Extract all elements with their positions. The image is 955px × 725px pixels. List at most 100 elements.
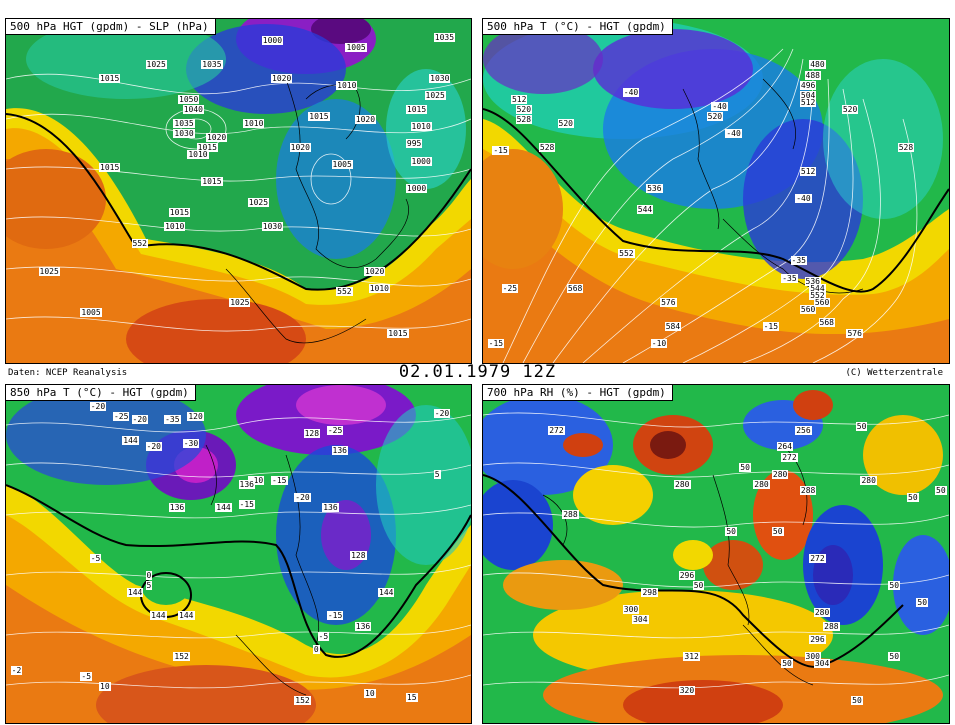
contour-label: 144 — [122, 435, 139, 445]
contour-label: 520 — [841, 105, 859, 114]
contour-label: 144 — [178, 611, 195, 621]
contour-label: 1010 — [336, 80, 358, 90]
contour-label: 560 — [799, 304, 817, 314]
contour-label: 1000 — [405, 184, 428, 194]
contour-label: 1020 — [289, 142, 311, 152]
contour-label: -40 — [795, 194, 812, 204]
contour-label: 1005 — [331, 160, 353, 170]
contour-label: 272 — [781, 452, 798, 462]
contour-label: 280 — [753, 479, 770, 489]
panel-700hpa-rh: 700 hPa RH (%) - HGT (gpdm) 256 50 272 264 2… — [482, 384, 950, 724]
contour-label: -2 — [10, 665, 23, 675]
contour-label: 152 — [173, 652, 190, 662]
contour-label: 1040 — [182, 105, 204, 114]
contour-label: 1020 — [364, 266, 386, 276]
contour-label: 50 — [916, 597, 929, 607]
contour-label: 272 — [548, 425, 565, 435]
contour-label: 50 — [781, 658, 793, 668]
contour-label: -5 — [317, 631, 330, 641]
contour-label: -25 — [501, 283, 519, 293]
contour-label: -20 — [145, 442, 162, 452]
contour-label: 568 — [566, 283, 584, 293]
contour-label: 288 — [823, 621, 840, 631]
contour-label: 50 — [907, 493, 919, 503]
contour-label: 1030 — [173, 129, 195, 139]
contour-label: 50 — [725, 526, 737, 536]
contour-label: 136 — [354, 621, 372, 631]
contour-label: -20 — [89, 401, 107, 411]
contour-label: 280 — [813, 608, 831, 618]
contour-label: -35 — [781, 273, 798, 283]
contour-label: 1015 — [99, 163, 121, 173]
contour-label: 1020 — [354, 115, 377, 125]
date-time-title: 02.01.1979 12Z — [398, 362, 557, 382]
contour-label: 1035 — [433, 32, 456, 42]
contour-label: 296 — [809, 635, 826, 645]
contour-label: 298 — [641, 587, 658, 597]
contour-label: 136 — [238, 479, 255, 489]
contour-label: -10 — [247, 476, 265, 486]
contour-label: 995 — [405, 139, 423, 149]
contour-label: 1000 — [410, 156, 432, 166]
contour-label: 1030 — [261, 221, 284, 231]
contour-label: -10 — [650, 338, 668, 348]
contour-label: 1000 — [261, 36, 284, 46]
contour-label: 300 — [804, 652, 821, 662]
contour-label: -15 — [326, 611, 344, 621]
contour-label: 1015 — [99, 74, 121, 84]
contour-label: 520 — [557, 118, 574, 128]
contour-label: 128 — [350, 550, 367, 560]
contour-label: 128 — [303, 428, 321, 438]
contour-label: 50 — [739, 462, 751, 472]
contour-label: 144 — [150, 611, 167, 621]
contour-label: 1050 — [178, 94, 200, 104]
contour-label: 528 — [515, 115, 533, 125]
contour-label: 50 — [935, 486, 947, 496]
contour-label: 50 — [855, 422, 868, 432]
contour-label: 136 — [331, 445, 348, 455]
contour-label: -30 — [182, 439, 200, 449]
contour-label: 136 — [168, 503, 186, 513]
panel-title: 700 hPa RH (%) - HGT (gpdm) — [483, 385, 673, 401]
contour-label: -15 — [238, 499, 255, 509]
contour-label: 536 — [804, 277, 821, 286]
contour-label: -5 — [80, 672, 93, 682]
contour-label: 520 — [706, 111, 724, 121]
contour-label: 1025 — [424, 91, 446, 101]
contour-label: 1015 — [387, 328, 409, 338]
contour-label: 544 — [636, 204, 654, 214]
contour-label: -15 — [762, 321, 780, 331]
contour-label: 1025 — [229, 297, 251, 307]
contour-label: 50 — [851, 695, 863, 705]
contour-label: 512 — [510, 94, 528, 104]
contour-label: 50 — [888, 652, 901, 662]
contour-label: 0 — [312, 645, 320, 655]
contour-label: 280 — [771, 469, 789, 479]
contour-label: 50 — [692, 581, 705, 591]
contour-label: 256 — [795, 425, 812, 435]
contour-label: 528 — [897, 142, 915, 152]
contour-label: 1025 — [145, 60, 167, 70]
copyright-label: (C) Wetterzentrale — [845, 368, 943, 378]
contour-label: 552 — [336, 287, 353, 297]
panel-title: 850 hPa T (°C) - HGT (gpdm) — [6, 385, 196, 401]
contour-label: 136 — [322, 503, 339, 513]
contour-label: 1010 — [368, 283, 390, 293]
contour-label: -35 — [164, 415, 181, 425]
contour-label: 504 — [799, 91, 817, 101]
contour-label: 512 — [799, 98, 817, 108]
contour-label: -15 — [492, 146, 509, 156]
contour-label: 552 — [618, 249, 635, 259]
contour-label: 1015 — [196, 142, 218, 152]
contour-label: 304 — [632, 614, 649, 624]
contour-label: -35 — [790, 256, 807, 266]
contour-label: 1035 — [173, 118, 195, 128]
contour-label: 312 — [683, 652, 700, 662]
contour-label: 5 — [433, 469, 441, 479]
contour-label: -40 — [725, 129, 742, 139]
contour-label: 544 — [809, 283, 826, 293]
contour-label: 10 — [364, 689, 376, 699]
contour-label: 1030 — [429, 74, 451, 84]
contour-label: -15 — [487, 338, 505, 348]
contour-label: 152 — [294, 695, 311, 705]
